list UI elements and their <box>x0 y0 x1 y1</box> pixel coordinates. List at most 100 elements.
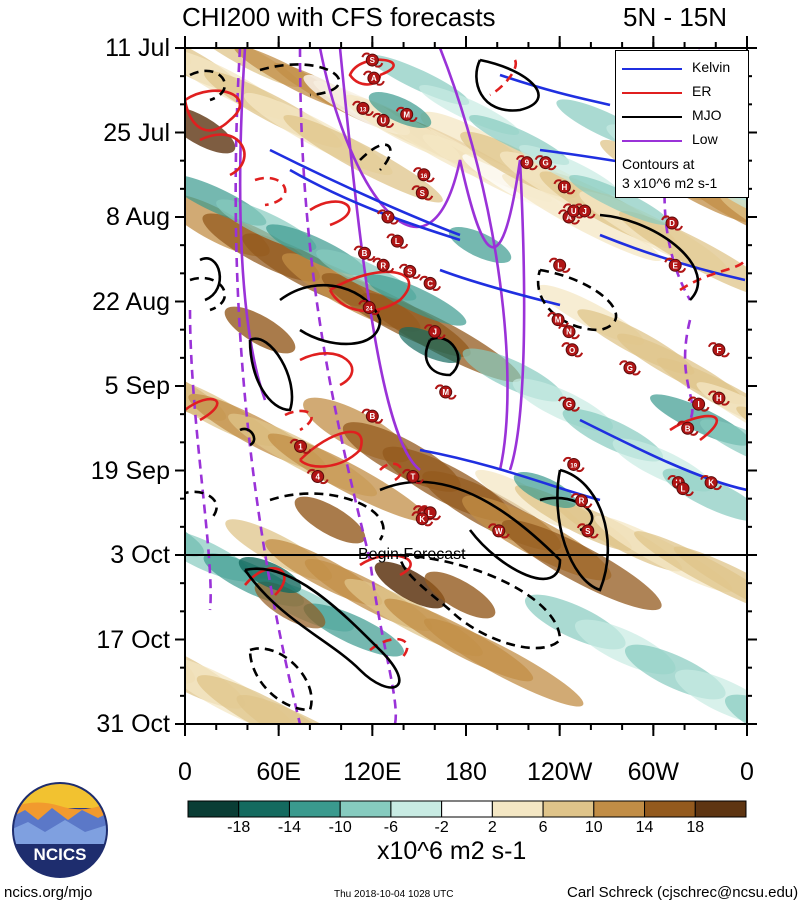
y-tick-label: 17 Oct <box>96 625 170 654</box>
field-blob-negative <box>674 669 747 724</box>
storm-marker-label: S <box>407 267 413 276</box>
field-max <box>224 306 296 354</box>
storm-marker-label: O <box>569 346 575 355</box>
y-tick-label: 5 Sep <box>104 372 170 400</box>
storm-marker-label: B <box>369 412 375 421</box>
er-contour-negative <box>369 637 409 661</box>
mjo-contour-negative <box>185 490 218 521</box>
field-blob-positive <box>236 694 397 724</box>
er-contour <box>669 414 718 442</box>
er-contour <box>299 352 354 387</box>
low-contour-negative <box>683 319 694 421</box>
field-blob-positive <box>267 433 428 522</box>
field-max <box>185 106 236 154</box>
legend-item-low: Low <box>622 131 746 151</box>
storm-marker: J <box>573 203 596 219</box>
storm-marker: B <box>676 420 699 436</box>
legend-swatch-kelvin <box>622 68 682 70</box>
legend-note-line-1: Contours at <box>622 156 695 172</box>
field-max <box>424 571 496 619</box>
colorbar-tick-label: -10 <box>328 819 352 836</box>
kelvin-contour <box>579 418 747 492</box>
x-tick-label: 60W <box>627 758 680 786</box>
storm-marker: B <box>353 245 376 261</box>
storm-marker: 13 <box>352 100 374 116</box>
colorbar-tick-label: 14 <box>635 819 654 836</box>
storm-marker: R <box>570 493 593 509</box>
field-max <box>374 561 446 609</box>
storm-marker-label: L <box>395 237 400 246</box>
storm-marker-label: R <box>579 497 585 506</box>
field-blob-negative <box>366 274 467 326</box>
storm-marker: G <box>618 360 641 376</box>
field-blob-positive <box>793 218 809 324</box>
field-blob-positive <box>423 618 584 707</box>
low-contour <box>238 48 267 401</box>
storm-marker: E <box>664 257 687 273</box>
footer-website[interactable]: ncics.org/mjo <box>4 884 93 901</box>
storm-marker: 24 <box>358 299 381 316</box>
storm-marker-label: 13 <box>360 107 367 113</box>
storm-marker: S <box>576 523 599 539</box>
colorbar-units: x10^6 m2 s-1 <box>377 837 527 865</box>
er-contour <box>299 430 363 468</box>
kelvin-contour <box>269 148 461 237</box>
y-tick-label: 11 Jul <box>105 34 170 62</box>
legend-note-line-2: 3 x10^6 m2 s-1 <box>622 175 718 191</box>
storm-marker-label: B <box>362 249 368 258</box>
low-contour-negative <box>298 48 398 724</box>
storm-marker-label: H <box>561 183 567 192</box>
filter-contours <box>185 48 747 724</box>
storm-marker-label: K <box>419 515 425 524</box>
storm-marker-label: D <box>669 219 675 228</box>
mjo-contour-negative <box>259 63 341 97</box>
mjo-contour <box>556 468 610 592</box>
storm-marker: 9 <box>515 155 538 171</box>
storm-marker: W <box>487 523 510 539</box>
y-tick-label: 31 Oct <box>96 710 170 738</box>
colorbar-tick-label: -2 <box>434 819 449 836</box>
storm-marker: K <box>411 511 434 527</box>
x-tick-label: 120W <box>527 758 593 786</box>
storm-marker-label: 4 <box>315 473 320 482</box>
mjo-contour-negative <box>536 268 618 332</box>
storm-marker-label: N <box>566 328 572 337</box>
mjo-contour-negative <box>269 492 385 541</box>
storm-marker: S <box>398 263 421 279</box>
legend-swatch-mjo <box>622 116 682 118</box>
x-tick-label: 180 <box>445 758 487 786</box>
y-tick-label: 25 Jul <box>103 118 170 147</box>
er-contour <box>244 567 286 596</box>
y-tick-label: 19 Sep <box>90 456 170 485</box>
legend-item-er: ER <box>622 83 746 103</box>
mjo-contour <box>279 283 382 346</box>
er-contour <box>185 89 242 132</box>
storm-marker: Y <box>377 209 399 225</box>
storm-marker: T <box>401 468 424 485</box>
colorbar-bin <box>390 800 443 818</box>
storm-marker: D <box>661 215 683 231</box>
legend-swatch-low <box>622 140 682 142</box>
storm-marker: M <box>395 106 418 122</box>
storm-marker: 16 <box>412 167 435 183</box>
low-contour <box>438 48 509 471</box>
storm-marker-label: 9 <box>525 159 530 168</box>
er-contour-negative <box>379 462 403 482</box>
mjo-contour <box>424 336 460 377</box>
colorbar-tick-label: -14 <box>277 819 302 836</box>
storm-marker-label: 1 <box>298 442 303 451</box>
storm-marker-label: 19 <box>570 463 577 469</box>
storm-marker-label: L <box>681 485 686 494</box>
low-contour-negative <box>234 48 302 724</box>
colorbar-bin <box>491 800 544 818</box>
storm-marker: G <box>534 155 557 171</box>
storm-marker: M <box>434 384 457 400</box>
storm-marker-label: 24 <box>366 307 373 313</box>
legend-label-low: Low <box>692 131 718 147</box>
mjo-contour <box>475 58 540 112</box>
x-tick-label: 120E <box>343 758 402 786</box>
storm-marker-label: U <box>571 207 577 216</box>
y-tick-label: 3 Oct <box>110 541 170 569</box>
colorbar-bin <box>644 800 696 818</box>
mjo-contour-negative <box>398 553 562 650</box>
